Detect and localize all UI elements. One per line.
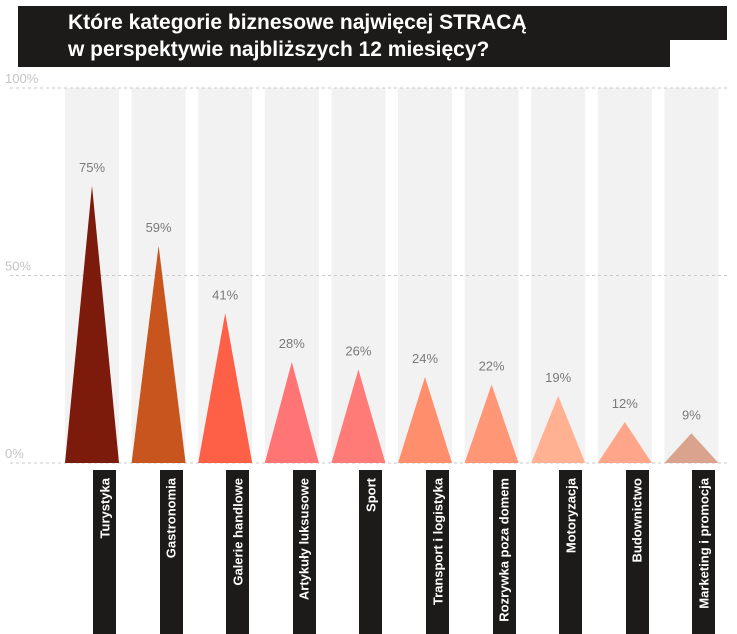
bar-triangle [664,433,719,463]
category-label: Rozrywka poza domem [492,470,516,634]
data-label: 41% [212,287,238,302]
category-label: Motoryzacja [559,470,583,634]
data-label: 19% [545,370,571,385]
category-label: Turystyka [93,470,116,634]
category-label-text: Motoryzacja [563,478,579,554]
bar-triangle [131,245,186,463]
bar-triangle [331,369,386,463]
bar-triangle [65,185,119,463]
category-label-text: Turystyka [97,478,112,539]
column-background [664,88,719,463]
category-label-text: Marketing i promocja [696,478,712,609]
category-label: Marketing i promocja [692,470,716,634]
category-label: Sport [359,470,383,634]
data-label: 24% [412,351,438,366]
y-tick-label: 50% [5,259,31,274]
category-label: Gastronomia [159,470,183,634]
category-label: Transport i logistyka [426,470,449,634]
category-label-text: Rozrywka poza domem [496,478,512,622]
data-label: 26% [345,344,371,359]
bar-triangle [264,362,319,463]
data-label: 28% [279,336,305,351]
data-label: 12% [612,396,638,411]
data-label: 75% [79,160,105,175]
category-label-text: Transport i logistyka [430,478,445,606]
category-label-text: Galerie handlowe [230,478,246,586]
category-label: Artykuły luksusowe [292,470,316,634]
bar-triangle [464,384,519,463]
category-label-text: Artykuły luksusowe [296,478,312,601]
category-label-text: Gastronomia [163,478,179,559]
data-label: 9% [682,407,701,422]
y-tick-label: 100% [5,71,39,86]
category-label-text: Budownictwo [629,478,645,563]
category-label: Budownictwo [625,470,649,634]
category-label-text: Sport [363,478,379,512]
chart-title-line-2: w perspektywie najbliższych 12 miesięcy? [18,36,670,67]
category-label: Galerie handlowe [226,470,250,634]
chart-title-line-1: Które kategorie biznesowe najwięcej STRA… [18,6,727,40]
data-label: 22% [479,359,505,374]
bar-triangle [531,395,586,463]
bar-triangle [198,313,253,463]
y-tick-label: 0% [5,446,24,461]
bar-triangle [398,377,452,463]
data-label: 59% [146,220,172,235]
bar-triangle [597,422,652,463]
